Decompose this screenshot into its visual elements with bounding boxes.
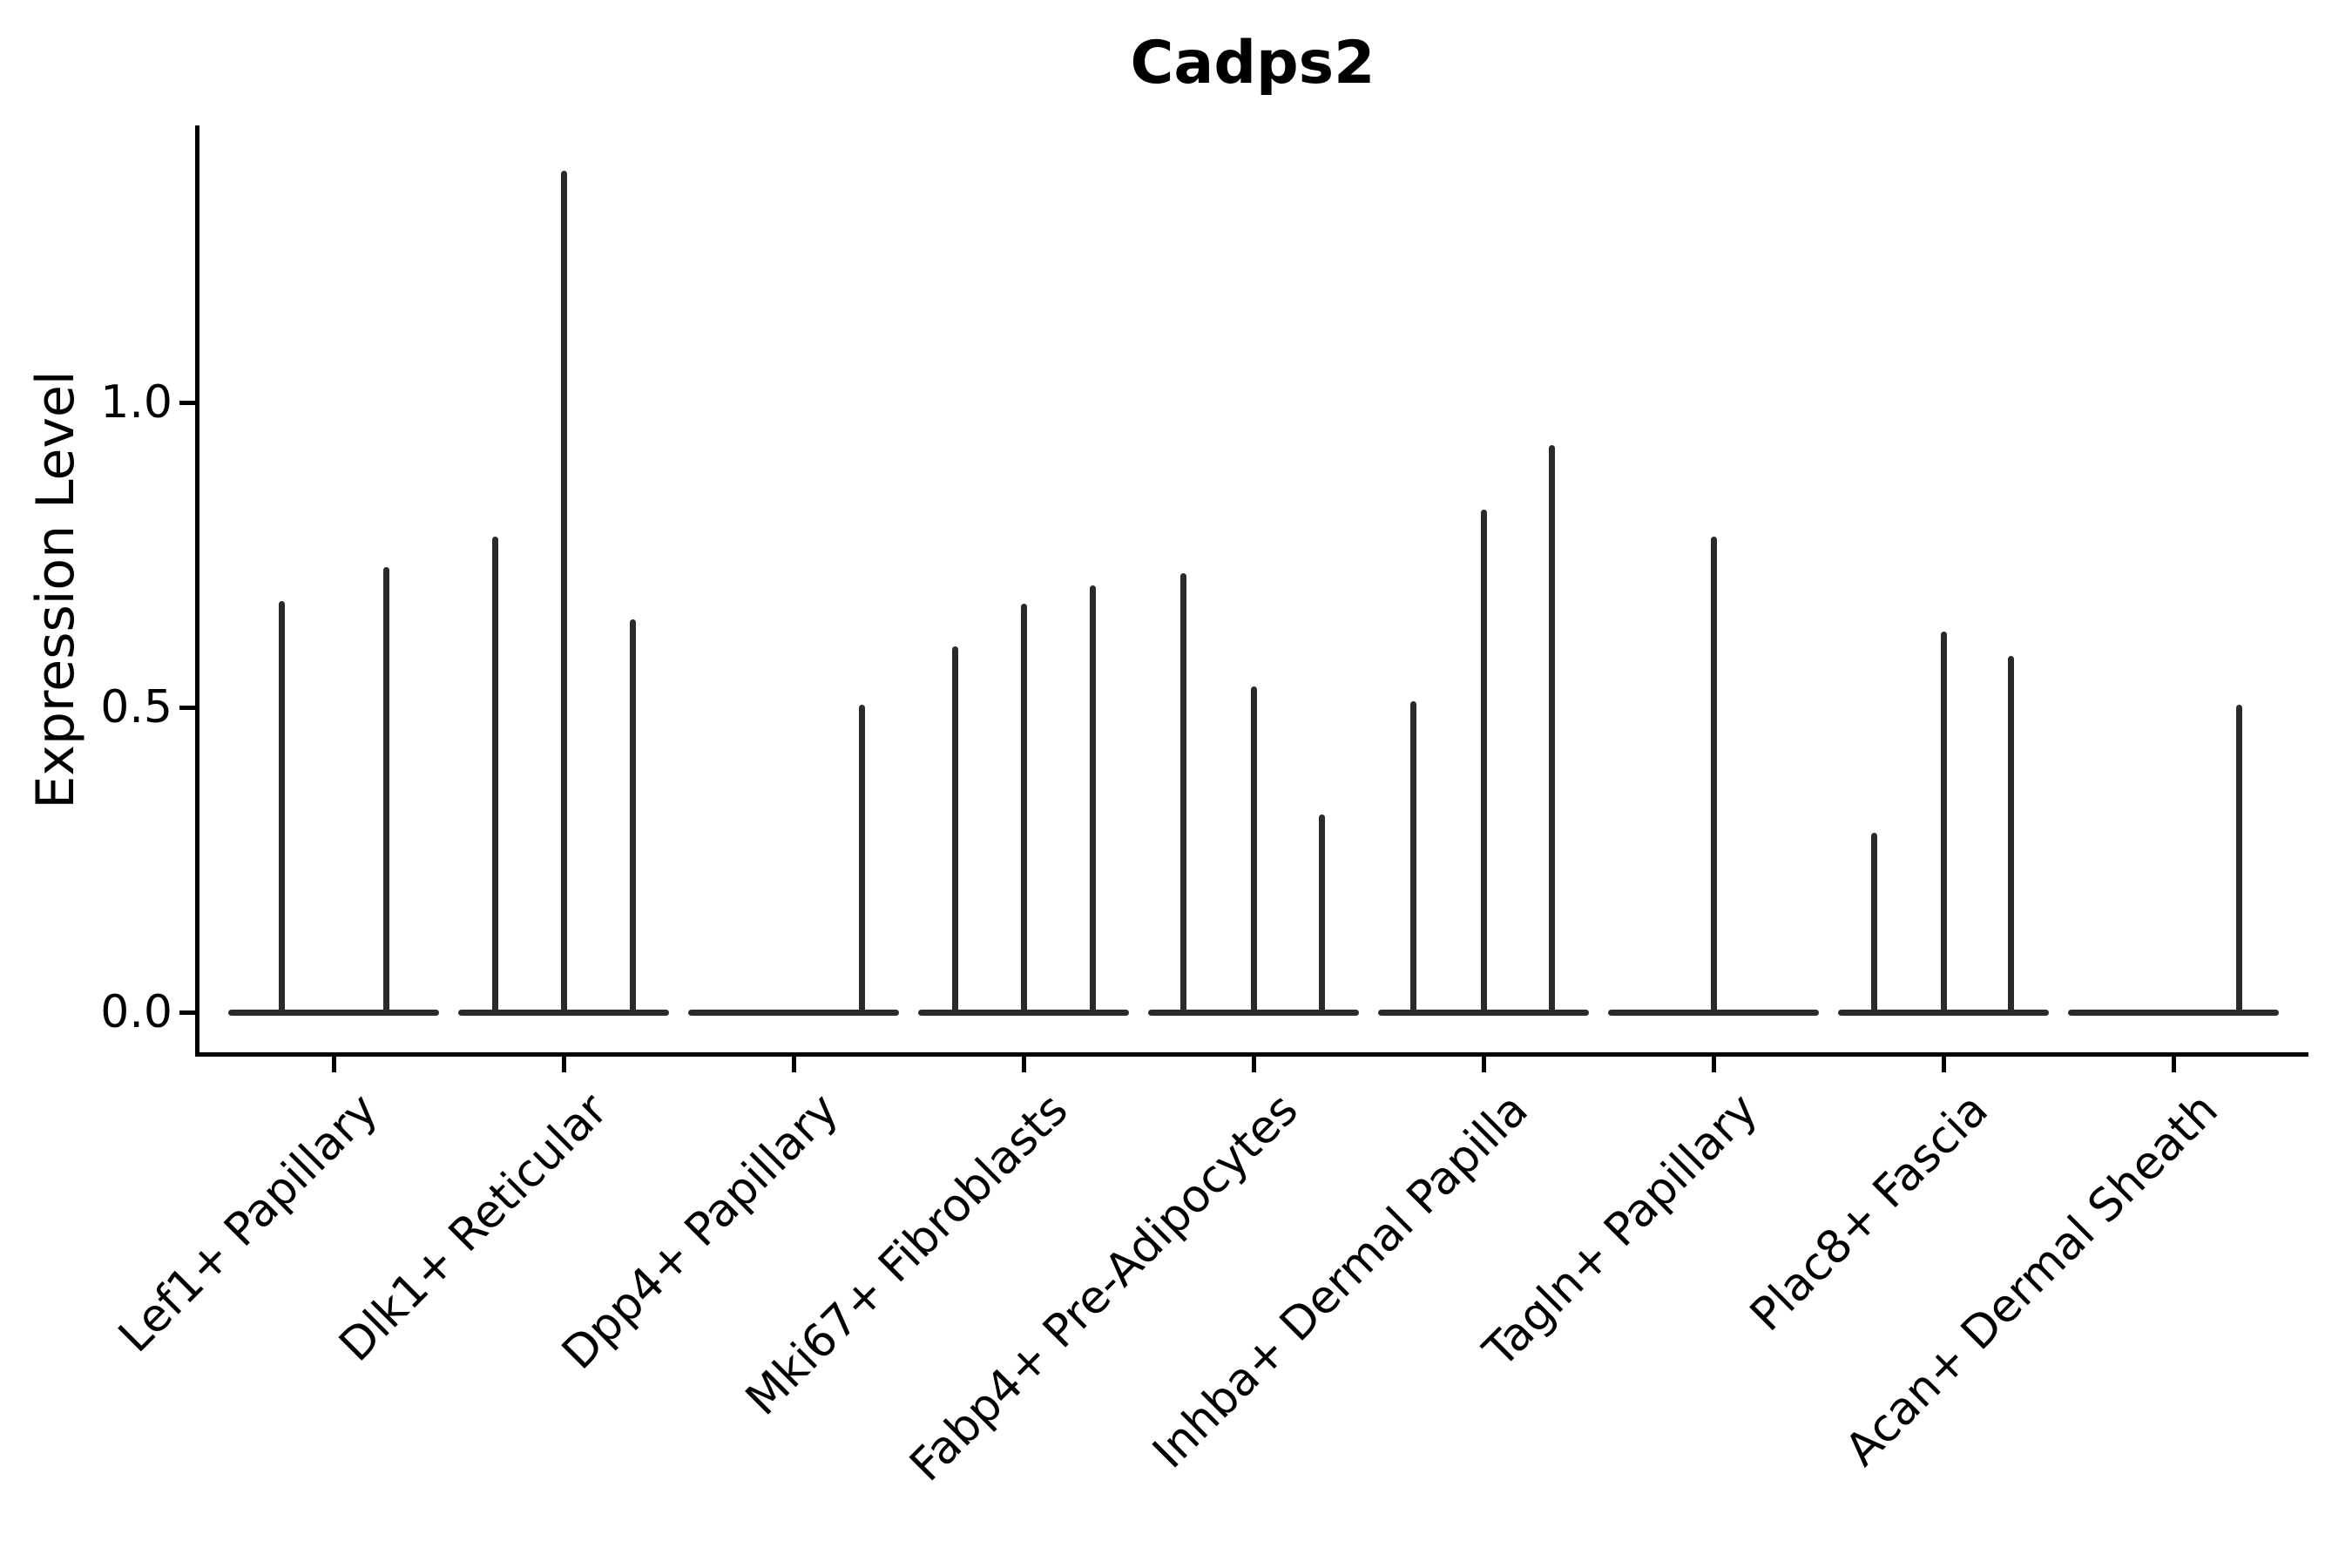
violin-baseline [2068,1009,2279,1016]
violin-spike [2007,655,2014,1015]
violin-spike [1089,585,1096,1015]
y-axis-spine [195,125,199,1057]
violin-spike [1318,814,1325,1015]
y-tick [179,1010,195,1015]
y-tick [179,400,195,405]
x-tick-label: Plac8+ Fascia [1740,1084,1998,1342]
x-tick [331,1057,336,1072]
chart-title: Cadps2 [1130,29,1375,98]
x-tick [561,1057,566,1072]
x-tick-label: Acan+ Dermal Sheath [1835,1084,2228,1477]
x-tick [2171,1057,2176,1072]
y-axis-label: Expression Level [25,370,86,809]
x-tick [1941,1057,1946,1072]
violin-spike [1250,686,1257,1015]
violin-spike [1940,631,1947,1015]
x-tick-label: Fabp4+ Pre-Adipocytes [900,1084,1308,1492]
violin-spike [1020,604,1027,1015]
violin-baseline [688,1009,899,1016]
x-tick [1711,1057,1716,1072]
violin-baseline [228,1009,439,1016]
y-tick-label: 0.0 [100,986,172,1038]
violin-spike [382,567,389,1015]
violin-spike [560,171,567,1015]
y-tick-label: 1.0 [100,376,172,429]
violin-spike [1179,573,1186,1015]
violin-spike [2235,704,2242,1015]
x-tick-label: Inhba+ Dermal Papilla [1142,1084,1538,1479]
violin-spike [951,646,958,1015]
violin-spike [629,618,636,1015]
violin-spike [1870,832,1877,1015]
violin-spike [1548,445,1555,1015]
x-tick [1251,1057,1256,1072]
y-tick [179,705,195,710]
violin-spike [1480,509,1487,1015]
x-tick [791,1057,796,1072]
x-tick [1021,1057,1026,1072]
violin-spike [491,537,498,1015]
violin-spike [858,704,865,1015]
violin-spike [278,600,285,1015]
x-tick [1481,1057,1486,1072]
x-axis-spine [195,1052,2308,1057]
violin-spike [1409,701,1416,1015]
y-tick-label: 0.5 [100,681,172,733]
violin-spike [1710,537,1717,1015]
